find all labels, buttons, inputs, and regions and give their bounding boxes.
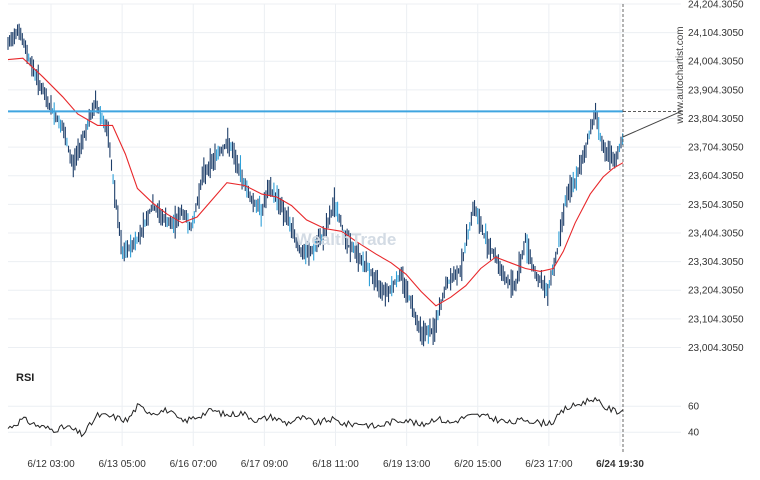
rsi-title: RSI bbox=[16, 372, 34, 384]
gridlines bbox=[8, 3, 681, 446]
price-tick-label: 23,904.3050 bbox=[688, 85, 744, 96]
price-tick-label: 23,404.3050 bbox=[688, 228, 744, 239]
price-tick-label: 24,104.3050 bbox=[688, 28, 744, 39]
moving-average-line bbox=[7, 57, 624, 307]
time-axis-labels: 6/12 03:00 6/13 05:00 6/16 07:00 6/17 09:00… bbox=[27, 459, 644, 470]
price-tick-label: 23,004.3050 bbox=[688, 343, 744, 354]
rsi-tick-label: 40 bbox=[688, 428, 700, 439]
price-tick-label: 23,304.3050 bbox=[688, 257, 744, 268]
projection-line bbox=[622, 110, 682, 138]
time-tick-label: 6/24 19:30 bbox=[596, 459, 644, 470]
watermark-brand: www.autochartist.com bbox=[675, 26, 686, 124]
time-tick-label: 6/17 09:00 bbox=[241, 459, 289, 470]
projection-markers bbox=[622, 4, 682, 454]
price-tick-label: 23,504.3050 bbox=[688, 200, 744, 211]
price-tick-label: 23,704.3050 bbox=[688, 143, 744, 154]
time-tick-label: 6/23 17:00 bbox=[525, 459, 573, 470]
price-candles bbox=[7, 23, 624, 347]
price-tick-label: 23,204.3050 bbox=[688, 286, 744, 297]
rsi-group bbox=[7, 396, 624, 438]
watermark-logo: WealthTrade bbox=[296, 230, 397, 249]
rsi-tick-label: 60 bbox=[688, 402, 700, 413]
price-tick-label: 23,104.3050 bbox=[688, 314, 744, 325]
time-tick-label: 6/18 11:00 bbox=[312, 459, 359, 470]
time-tick-label: 6/16 07:00 bbox=[170, 459, 218, 470]
price-tick-label: 24,204.3050 bbox=[688, 0, 744, 11]
price-axis-labels: 24,204.3050 24,104.3050 24,004.3050 23,904.… bbox=[688, 0, 744, 439]
time-tick-label: 6/12 03:00 bbox=[27, 459, 75, 470]
price-tick-label: 23,804.3050 bbox=[688, 114, 744, 125]
time-tick-label: 6/20 15:00 bbox=[454, 459, 502, 470]
moving-average-group bbox=[7, 57, 624, 307]
rsi-line bbox=[7, 396, 624, 438]
time-tick-label: 6/19 13:00 bbox=[383, 459, 431, 470]
price-tick-label: 24,004.3050 bbox=[688, 57, 744, 68]
price-tick-label: 23,604.3050 bbox=[688, 171, 744, 182]
time-tick-label: 6/13 05:00 bbox=[98, 459, 146, 470]
